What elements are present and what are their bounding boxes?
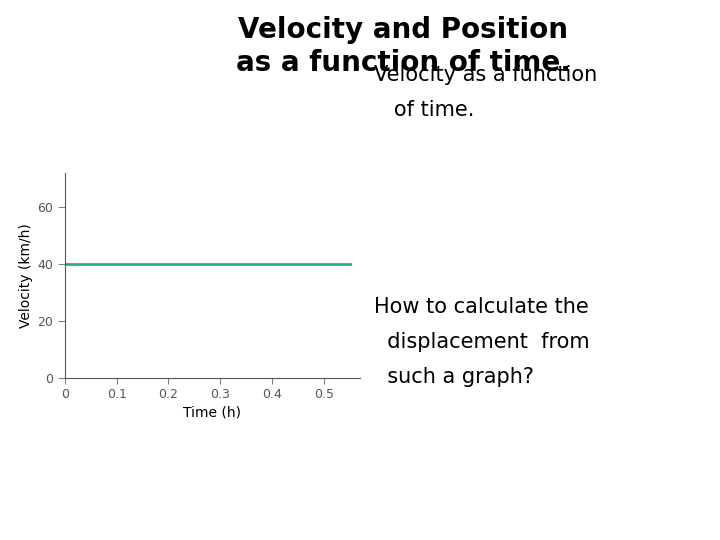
- Text: such a graph?: such a graph?: [374, 367, 534, 387]
- Text: displacement  from: displacement from: [374, 332, 590, 352]
- Text: Velocity and Position
as a function of time.: Velocity and Position as a function of t…: [235, 16, 571, 77]
- Text: How to calculate the: How to calculate the: [374, 297, 589, 317]
- Text: Velocity as a function: Velocity as a function: [374, 65, 598, 85]
- Y-axis label: Velocity (km/h): Velocity (km/h): [19, 223, 33, 328]
- X-axis label: Time (h): Time (h): [184, 406, 241, 420]
- Text: of time.: of time.: [374, 100, 474, 120]
